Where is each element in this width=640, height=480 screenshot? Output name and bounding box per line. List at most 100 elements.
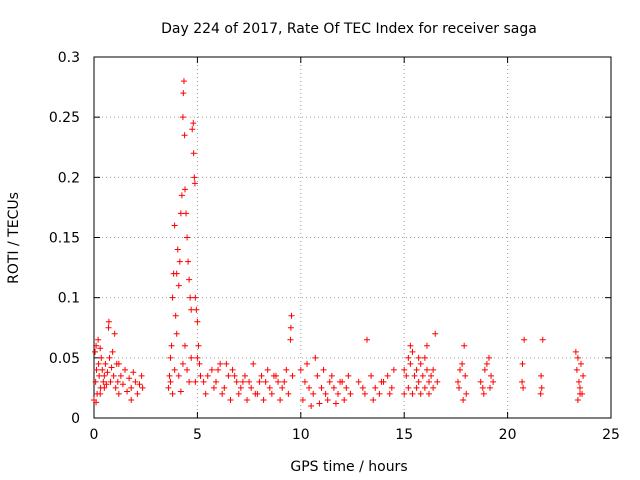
data-point (250, 360, 257, 367)
chart-title: Day 224 of 2017, Rate Of TEC Index for r… (161, 21, 537, 37)
data-point (426, 378, 433, 385)
data-point (175, 372, 182, 379)
data-point (93, 342, 100, 349)
data-point (191, 180, 198, 187)
data-point (520, 384, 527, 391)
data-point (223, 360, 230, 367)
data-point (539, 336, 546, 343)
data-point (213, 378, 220, 385)
data-point (105, 324, 112, 331)
data-point (103, 381, 110, 388)
data-point (401, 366, 408, 373)
axis-ticks: 0 5 10 15 20 25 0 0.05 0.1 0.15 0.2 0.25 0.3 (49, 50, 620, 443)
data-point (576, 390, 583, 397)
y-axis-label: ROTI / TECUs (6, 192, 22, 284)
data-point (576, 384, 583, 391)
data-point (221, 384, 228, 391)
data-point (368, 372, 375, 379)
data-point (100, 378, 107, 385)
data-point (122, 366, 129, 373)
data-point (430, 366, 437, 373)
data-point (172, 312, 179, 319)
x-tick-label: 10 (292, 427, 310, 443)
data-point (322, 390, 329, 397)
data-point (248, 384, 255, 391)
data-point (181, 132, 188, 139)
data-point (98, 354, 105, 361)
data-point (417, 360, 424, 367)
data-point (347, 390, 354, 397)
data-point (192, 378, 199, 385)
data-point (175, 282, 182, 289)
data-point (432, 330, 439, 337)
data-point (227, 396, 234, 403)
data-point (460, 396, 467, 403)
data-point (405, 384, 412, 391)
data-point (171, 366, 178, 373)
data-point (332, 400, 339, 407)
data-point (287, 336, 294, 343)
data-point (575, 378, 582, 385)
data-point (426, 390, 433, 397)
data-point (574, 354, 581, 361)
data-point (106, 354, 113, 361)
y-tick-label: 0.2 (58, 170, 80, 186)
data-point (384, 372, 391, 379)
data-point (376, 390, 383, 397)
data-point (428, 372, 435, 379)
data-point (355, 378, 362, 385)
data-point (578, 360, 585, 367)
data-point (178, 192, 185, 199)
data-point (104, 369, 111, 376)
data-point (202, 390, 209, 397)
data-point (126, 375, 133, 382)
data-point (318, 384, 325, 391)
data-point (194, 318, 201, 325)
data-point (244, 396, 251, 403)
data-point (480, 390, 487, 397)
data-point (185, 258, 192, 265)
y-tick-label: 0 (71, 411, 80, 427)
data-point (184, 366, 191, 373)
data-point (488, 372, 495, 379)
data-point (430, 384, 437, 391)
data-point (110, 372, 117, 379)
data-point (483, 360, 490, 367)
data-point (176, 258, 183, 265)
data-point (297, 366, 304, 373)
data-point (519, 378, 526, 385)
data-point (299, 396, 306, 403)
data-point (179, 114, 186, 121)
data-point (454, 378, 461, 385)
data-point (136, 381, 143, 388)
data-point (169, 390, 176, 397)
data-point (169, 294, 176, 301)
data-point (538, 384, 545, 391)
data-points (91, 78, 587, 409)
data-point (115, 360, 122, 367)
data-point (409, 348, 416, 355)
data-point (572, 348, 579, 355)
data-point (124, 388, 131, 395)
x-tick-label: 20 (499, 427, 517, 443)
data-point (413, 366, 420, 373)
data-point (115, 390, 122, 397)
data-point (173, 270, 180, 277)
data-point (167, 354, 174, 361)
data-point (166, 372, 173, 379)
data-point (181, 342, 188, 349)
data-point (289, 372, 296, 379)
plot-frame (93, 56, 612, 419)
data-point (95, 336, 102, 343)
data-point (485, 354, 492, 361)
data-point (97, 390, 104, 397)
x-tick-label: 5 (193, 427, 202, 443)
data-point (288, 312, 295, 319)
data-point (363, 336, 370, 343)
x-tick-label: 15 (395, 427, 413, 443)
y-tick-label: 0.3 (58, 50, 80, 66)
data-point (401, 390, 408, 397)
data-point (194, 354, 201, 361)
data-point (573, 366, 580, 373)
